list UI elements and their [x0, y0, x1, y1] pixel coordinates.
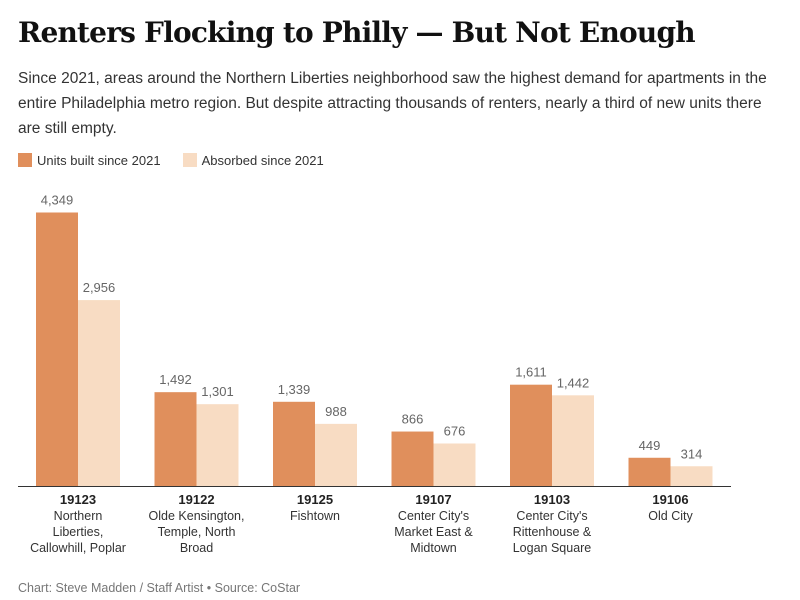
- category-name-19103-line-2: Logan Square: [513, 541, 592, 555]
- category-zip-19107: 19107: [415, 492, 451, 507]
- bar-absorbed-19103: [552, 395, 594, 486]
- legend-label-absorbed: Absorbed since 2021: [201, 152, 324, 168]
- bar-units-built-19103: [510, 384, 552, 486]
- legend: Units built since 2021 Absorbed since 20…: [18, 152, 346, 168]
- data-label-units-built-19125: 1,339: [278, 382, 311, 397]
- bar-absorbed-19107: [433, 443, 476, 486]
- category-name-19123-line-0: Northern: [54, 509, 103, 523]
- category-name-19122-line-1: Temple, North: [158, 525, 236, 539]
- legend-label-units-built: Units built since 2021: [37, 152, 161, 168]
- data-label-absorbed-19125: 988: [325, 404, 347, 419]
- category-name-19103-line-0: Center City's: [516, 509, 587, 523]
- chart-subtitle: Since 2021, areas around the Northern Li…: [18, 70, 767, 137]
- bar-absorbed-19125: [315, 423, 357, 486]
- legend-item-units-built: Units built since 2021: [18, 153, 161, 168]
- category-zip-19125: 19125: [297, 492, 333, 507]
- data-label-units-built-19103: 1,611: [515, 365, 547, 380]
- legend-swatch-absorbed: [182, 153, 197, 167]
- category-name-19103-line-1: Rittenhouse &: [513, 525, 592, 539]
- bar-absorbed-19122: [196, 404, 239, 486]
- data-label-units-built-19123: 4,349: [41, 192, 74, 207]
- legend-item-absorbed: Absorbed since 2021: [182, 152, 324, 168]
- chart-source: Chart: Steve Madden / Staff Artist • Sou…: [18, 581, 301, 595]
- data-label-units-built-19107: 866: [402, 412, 424, 427]
- category-name-19107-line-2: Midtown: [410, 541, 457, 555]
- bar-units-built-19123: [36, 212, 78, 486]
- category-zip-19122: 19122: [178, 492, 214, 507]
- category-zip-19123: 19123: [60, 492, 96, 507]
- data-label-absorbed-19103: 1,442: [557, 375, 590, 390]
- bar-units-built-19125: [273, 401, 315, 486]
- data-label-absorbed-19106: 314: [681, 446, 703, 461]
- category-name-19122-line-2: Broad: [180, 541, 213, 555]
- bar-chart: 4,349 2,956 19123 Northern Liberties, Callowh…: [18, 192, 731, 555]
- data-label-units-built-19122: 1,492: [159, 372, 192, 387]
- category-zip-19103: 19103: [534, 492, 570, 507]
- category-name-19123-line-2: Callowhill, Poplar: [30, 541, 126, 555]
- category-name-19122-line-0: Olde Kensington,: [149, 509, 245, 523]
- category-name-19106-line-0: Old City: [648, 509, 693, 523]
- data-label-absorbed-19107: 676: [444, 423, 466, 438]
- category-name-19107-line-0: Center City's: [398, 509, 469, 523]
- category-zip-19106: 19106: [652, 492, 688, 507]
- category-name-19125-line-0: Fishtown: [290, 509, 340, 523]
- legend-swatch-units-built: [18, 153, 32, 167]
- data-label-absorbed-19123: 2,956: [83, 280, 116, 295]
- bar-units-built-19106: [628, 457, 671, 486]
- bar-absorbed-19106: [670, 466, 713, 486]
- chart-title: Renters Flocking to Philly — But Not Eno…: [18, 16, 696, 49]
- bar-absorbed-19123: [78, 300, 120, 486]
- bar-units-built-19107: [391, 431, 434, 486]
- data-label-absorbed-19122: 1,301: [201, 384, 234, 399]
- category-name-19107-line-1: Market East &: [394, 525, 473, 539]
- category-name-19123-line-1: Liberties,: [53, 525, 104, 539]
- data-label-units-built-19106: 449: [639, 438, 661, 453]
- bar-units-built-19122: [154, 392, 197, 486]
